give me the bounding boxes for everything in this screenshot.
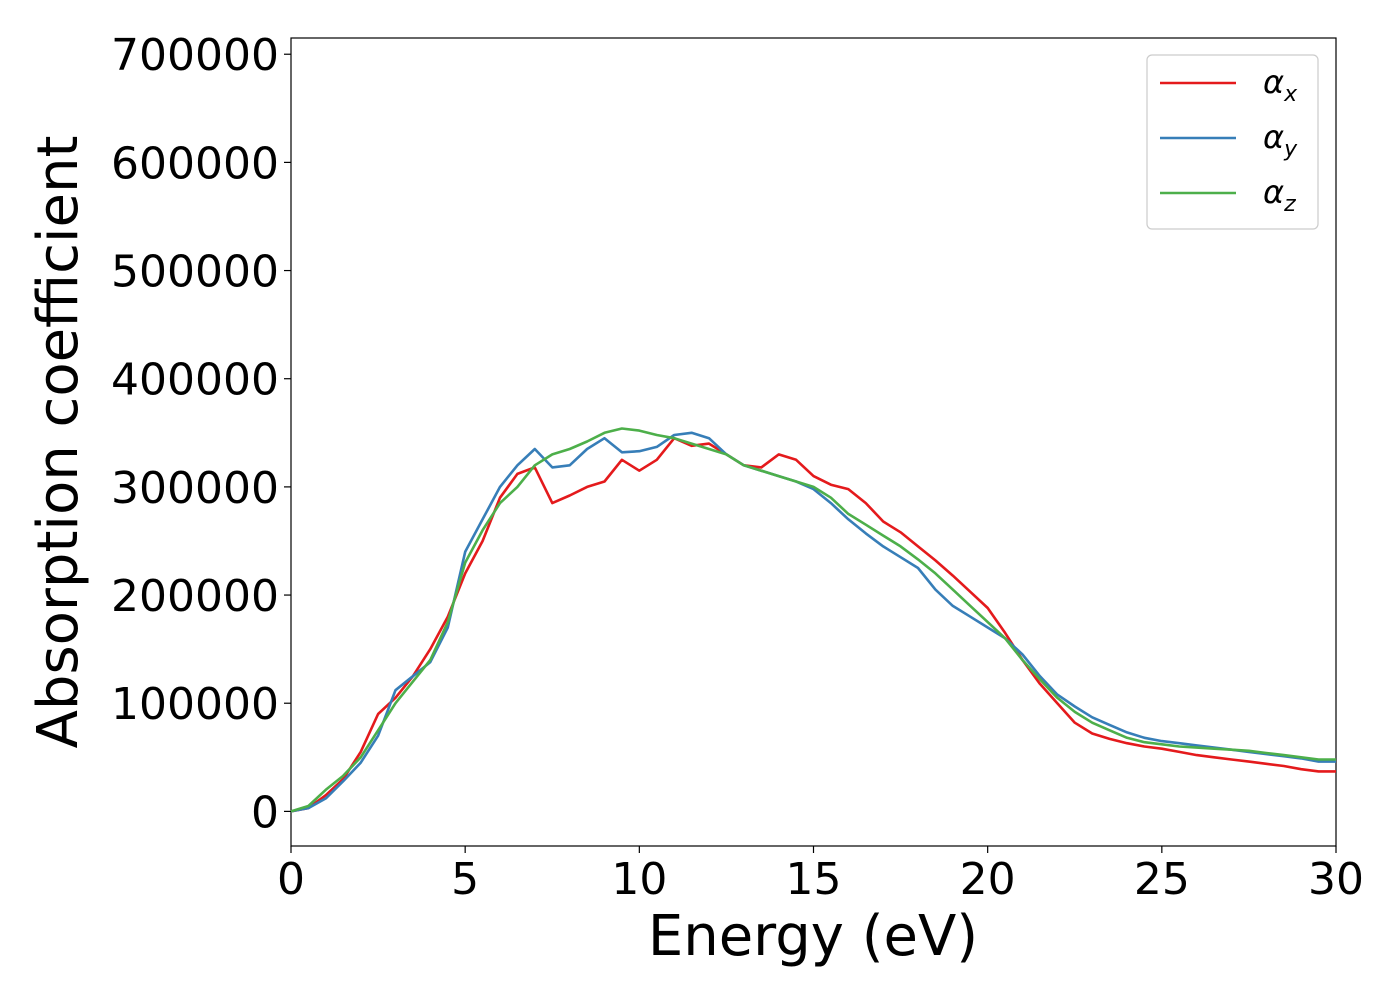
legend-box	[1146, 54, 1319, 230]
y-axis-ticks: 0 100000 200000 300000 400000 500000 600000 700…	[111, 30, 291, 838]
y-tick-label: 600000	[111, 138, 279, 189]
y-tick-label: 500000	[111, 247, 279, 298]
y-tick-label: 300000	[111, 463, 279, 514]
y-tick-label: 100000	[111, 679, 279, 730]
x-axis-ticks: 0 5 10 15 20 25 30	[277, 846, 1364, 905]
legend-label-alpha-x: αx	[1263, 63, 1298, 107]
legend-label-alpha-y: αy	[1263, 118, 1298, 162]
legend-subscript: y	[1283, 137, 1298, 162]
series-line-alpha-z	[290, 427, 1336, 813]
series-layer	[290, 427, 1336, 813]
legend-symbol: α	[1263, 118, 1284, 156]
legend-label-alpha-z: αz	[1263, 173, 1296, 217]
y-tick-label: 700000	[111, 30, 279, 81]
legend-subscript: x	[1283, 82, 1298, 107]
y-tick-label: 0	[251, 787, 279, 838]
x-tick-label: 15	[786, 854, 842, 905]
y-axis-title: Absorption coefficient	[26, 136, 91, 749]
x-tick-label: 10	[611, 854, 667, 905]
legend-symbol: α	[1263, 173, 1284, 211]
series-line-alpha-y	[290, 431, 1336, 813]
x-tick-label: 25	[1134, 854, 1190, 905]
x-tick-label: 30	[1308, 854, 1364, 905]
x-tick-label: 20	[960, 854, 1016, 905]
legend-symbol: α	[1263, 63, 1284, 101]
x-tick-label: 0	[277, 854, 305, 905]
x-tick-label: 5	[451, 854, 479, 905]
y-tick-label: 400000	[111, 355, 279, 406]
y-tick-label: 200000	[111, 571, 279, 622]
series-line-alpha-x	[290, 436, 1336, 813]
x-axis-title: Energy (eV)	[648, 904, 978, 969]
legend-subscript: z	[1283, 192, 1296, 217]
